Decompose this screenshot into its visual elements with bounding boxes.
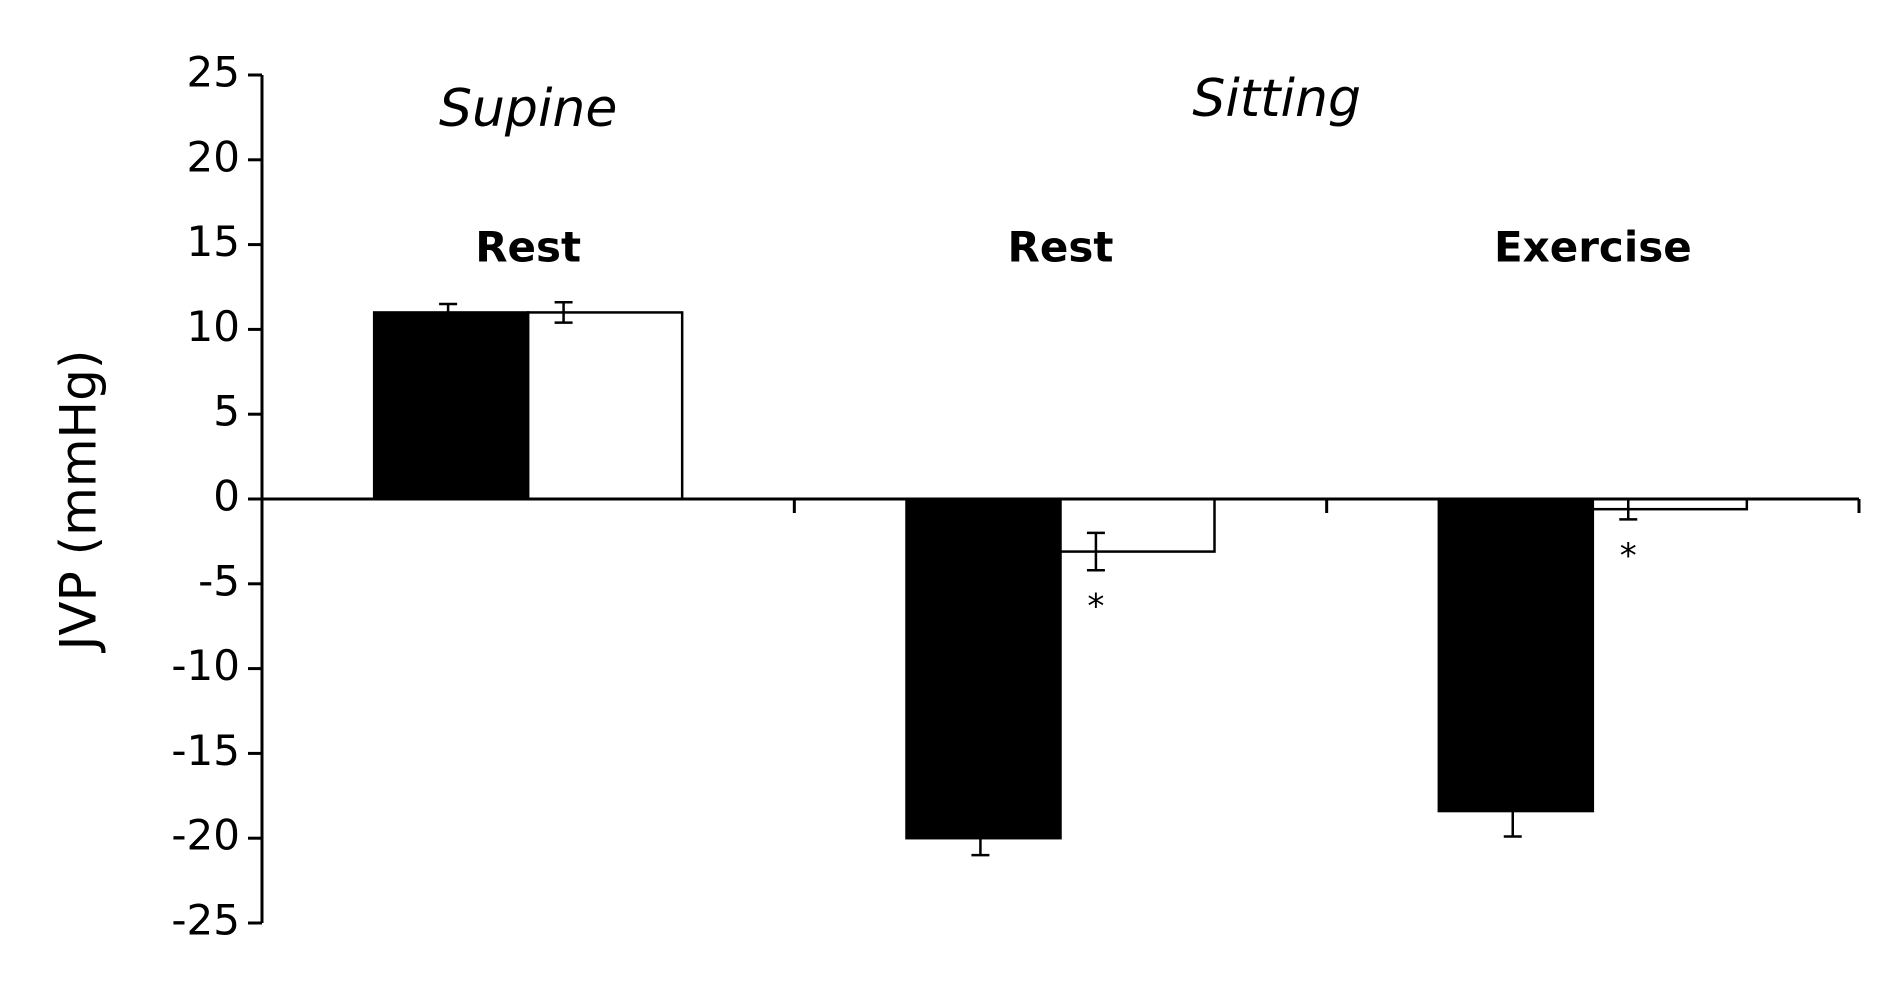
y-tick-label: 5	[213, 387, 240, 436]
y-tick-label: 20	[187, 132, 240, 181]
y-tick-label: -10	[171, 641, 240, 690]
bar	[372, 311, 530, 501]
significance-mark: *	[1087, 587, 1104, 627]
y-tick-label: -5	[198, 556, 240, 605]
bar	[905, 497, 1062, 840]
y-axis-label: JVP (mmHg)	[50, 350, 108, 654]
y-tick-label: -20	[171, 811, 240, 860]
y-tick-label: 15	[187, 217, 240, 266]
error-bar	[1086, 531, 1105, 572]
bar	[1059, 497, 1216, 553]
category-label: Rest	[1008, 223, 1114, 272]
bar	[1591, 497, 1749, 511]
error-bar	[554, 301, 573, 324]
y-tick-label: -15	[171, 726, 240, 775]
error-bar	[439, 302, 458, 323]
y-tick-label: 25	[187, 48, 240, 97]
y-tick-label: 0	[213, 472, 240, 521]
bar	[1437, 497, 1595, 813]
error-bar	[971, 819, 990, 857]
significance-mark: *	[1620, 536, 1637, 576]
error-bar	[1619, 497, 1638, 521]
y-tick-label: -25	[171, 896, 240, 945]
condition-label: Sitting	[1192, 69, 1361, 129]
error-bar	[1503, 784, 1522, 838]
bar	[526, 311, 684, 501]
category-label: Exercise	[1494, 223, 1692, 272]
y-tick-label: 10	[187, 302, 240, 351]
category-label: Rest	[475, 223, 581, 272]
condition-label: Supine	[439, 79, 617, 139]
